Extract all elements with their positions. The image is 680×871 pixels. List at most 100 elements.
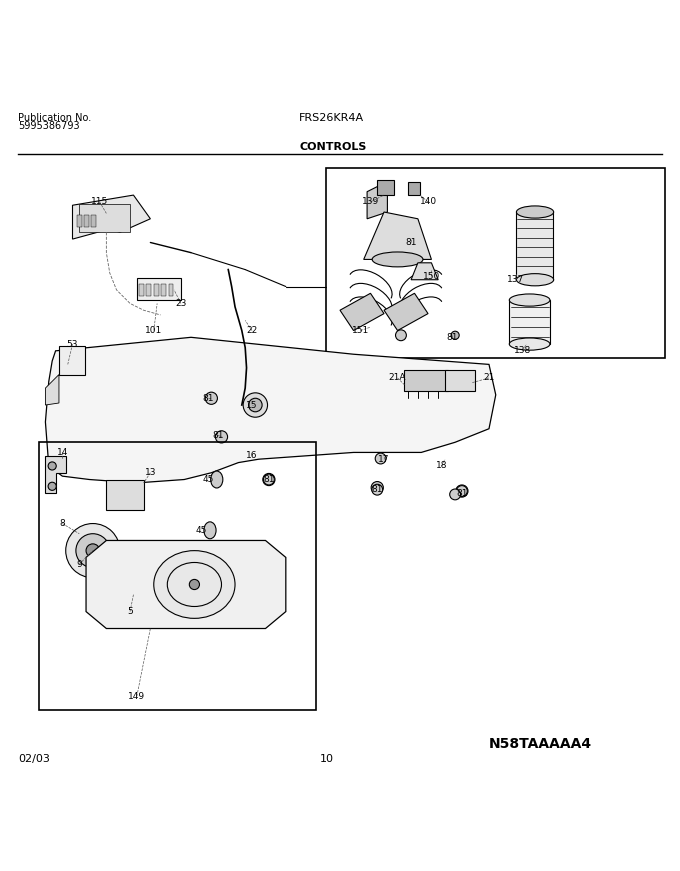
Text: 138: 138 — [514, 347, 532, 355]
Circle shape — [205, 392, 218, 404]
Circle shape — [263, 474, 274, 485]
Ellipse shape — [131, 578, 141, 595]
Text: 81: 81 — [202, 394, 214, 402]
Text: 149: 149 — [129, 692, 146, 701]
Bar — [161, 284, 166, 296]
Polygon shape — [411, 263, 438, 280]
Circle shape — [396, 330, 407, 341]
Text: 151: 151 — [352, 326, 369, 335]
Polygon shape — [46, 456, 66, 493]
Ellipse shape — [372, 252, 423, 267]
Circle shape — [456, 486, 467, 496]
Ellipse shape — [131, 594, 141, 611]
Circle shape — [451, 331, 459, 340]
Bar — [139, 284, 143, 296]
Text: 21: 21 — [483, 374, 494, 382]
Text: CONTROLS: CONTROLS — [299, 142, 367, 152]
Circle shape — [48, 462, 56, 470]
Ellipse shape — [120, 593, 134, 605]
Polygon shape — [367, 181, 388, 219]
Text: 14: 14 — [56, 448, 68, 457]
Circle shape — [371, 482, 384, 494]
Bar — [39, 442, 316, 710]
Ellipse shape — [154, 550, 235, 618]
Text: 10: 10 — [320, 754, 334, 764]
Text: 81: 81 — [405, 238, 417, 247]
Circle shape — [262, 474, 275, 486]
Text: 8: 8 — [59, 519, 65, 528]
Polygon shape — [364, 212, 431, 260]
Text: 45: 45 — [202, 475, 214, 484]
Text: 13: 13 — [145, 469, 156, 477]
Bar — [516, 212, 554, 280]
Bar — [80, 204, 130, 233]
Polygon shape — [384, 294, 428, 330]
Text: 45: 45 — [195, 526, 207, 535]
Bar — [377, 180, 394, 195]
Text: 137: 137 — [507, 275, 525, 284]
Bar — [91, 215, 95, 227]
Text: 16: 16 — [246, 451, 258, 460]
Ellipse shape — [516, 206, 554, 218]
Circle shape — [243, 393, 267, 417]
Text: 81: 81 — [456, 489, 468, 497]
Ellipse shape — [189, 579, 199, 590]
Circle shape — [456, 485, 468, 497]
Ellipse shape — [211, 471, 223, 488]
Bar — [169, 284, 173, 296]
Text: N58TAAAAA4: N58TAAAAA4 — [489, 738, 592, 752]
Bar — [154, 284, 158, 296]
Text: 23: 23 — [175, 299, 186, 308]
Bar — [146, 284, 151, 296]
Polygon shape — [73, 195, 150, 240]
Text: 17: 17 — [378, 455, 390, 463]
Polygon shape — [340, 294, 384, 330]
Ellipse shape — [204, 522, 216, 539]
Bar — [106, 480, 143, 510]
Text: 22: 22 — [246, 326, 258, 335]
Circle shape — [449, 489, 460, 500]
Bar — [78, 215, 82, 227]
Bar — [59, 346, 85, 375]
Polygon shape — [86, 541, 286, 629]
Bar — [326, 168, 665, 358]
Bar — [509, 300, 550, 344]
Ellipse shape — [516, 273, 554, 286]
Text: 5995386793: 5995386793 — [18, 121, 80, 132]
Circle shape — [86, 544, 99, 557]
Circle shape — [216, 431, 228, 443]
Text: 81: 81 — [446, 333, 458, 341]
Ellipse shape — [509, 294, 550, 306]
Text: 81: 81 — [212, 431, 224, 440]
Bar — [84, 215, 89, 227]
Text: 5: 5 — [127, 607, 133, 616]
Circle shape — [76, 534, 109, 568]
Bar — [445, 370, 475, 391]
Circle shape — [66, 523, 120, 577]
Text: 53: 53 — [67, 340, 78, 348]
Bar — [405, 370, 448, 391]
Text: 139: 139 — [362, 198, 379, 206]
Bar — [137, 279, 181, 300]
Circle shape — [130, 591, 137, 598]
Text: Publication No.: Publication No. — [18, 112, 92, 123]
Text: 21A: 21A — [389, 374, 407, 382]
Circle shape — [375, 453, 386, 464]
Circle shape — [372, 484, 383, 495]
Text: 81: 81 — [263, 475, 275, 484]
Polygon shape — [46, 375, 59, 405]
Text: 15: 15 — [246, 401, 258, 409]
Text: FRS26KR4A: FRS26KR4A — [299, 112, 364, 123]
Text: 101: 101 — [145, 326, 163, 335]
Bar — [408, 181, 420, 195]
Circle shape — [48, 483, 56, 490]
Text: 115: 115 — [91, 198, 108, 206]
Circle shape — [249, 398, 262, 412]
Text: 9: 9 — [76, 560, 82, 569]
Ellipse shape — [133, 591, 150, 598]
Ellipse shape — [509, 338, 550, 350]
Text: 81: 81 — [371, 485, 383, 494]
Text: 150: 150 — [423, 272, 440, 280]
Text: 18: 18 — [436, 462, 447, 470]
Text: 140: 140 — [420, 198, 437, 206]
